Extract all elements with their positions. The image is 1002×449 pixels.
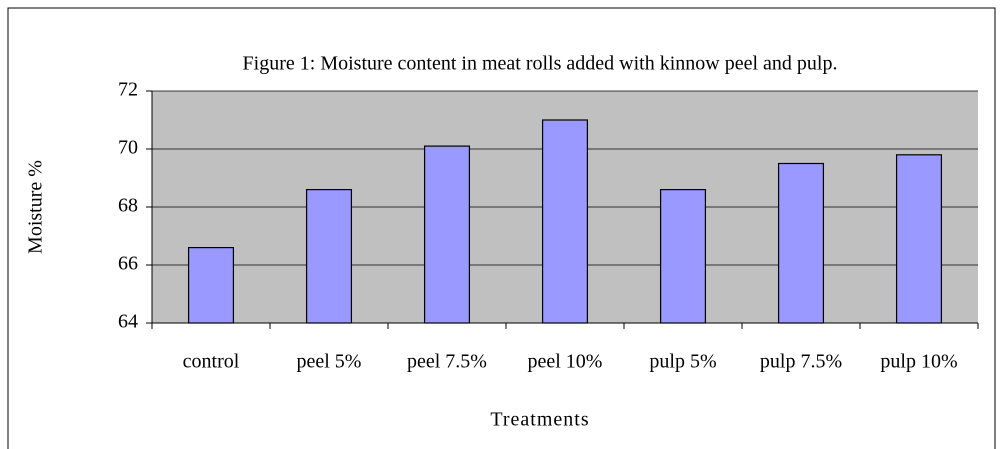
x-tick-label: pulp 5%: [649, 351, 716, 373]
bar: [187, 247, 235, 324]
y-tick-label: 68: [118, 195, 138, 217]
chart-border: [7, 7, 996, 449]
y-tick-label: 70: [118, 137, 138, 159]
y-axis-label: Moisture %: [25, 160, 47, 254]
bar: [659, 189, 707, 324]
bar: [777, 162, 825, 324]
chart-title: Figure 1: Moisture content in meat rolls…: [243, 53, 838, 75]
x-tick-label: control: [183, 351, 240, 373]
x-tick-label: pulp 10%: [880, 351, 957, 373]
y-tick-label: 64: [118, 311, 138, 333]
x-axis-label: Treatments: [490, 409, 589, 431]
x-tick-label: peel 5%: [297, 351, 362, 373]
x-tick-label: peel 10%: [528, 351, 603, 373]
x-tick-label: peel 7.5%: [407, 351, 487, 373]
y-tick-label: 72: [118, 79, 138, 101]
bar: [541, 119, 589, 324]
bar: [305, 189, 353, 324]
x-tick-label: pulp 7.5%: [760, 351, 842, 373]
bar: [895, 154, 943, 324]
y-tick-label: 66: [118, 253, 138, 275]
bar: [423, 145, 471, 324]
